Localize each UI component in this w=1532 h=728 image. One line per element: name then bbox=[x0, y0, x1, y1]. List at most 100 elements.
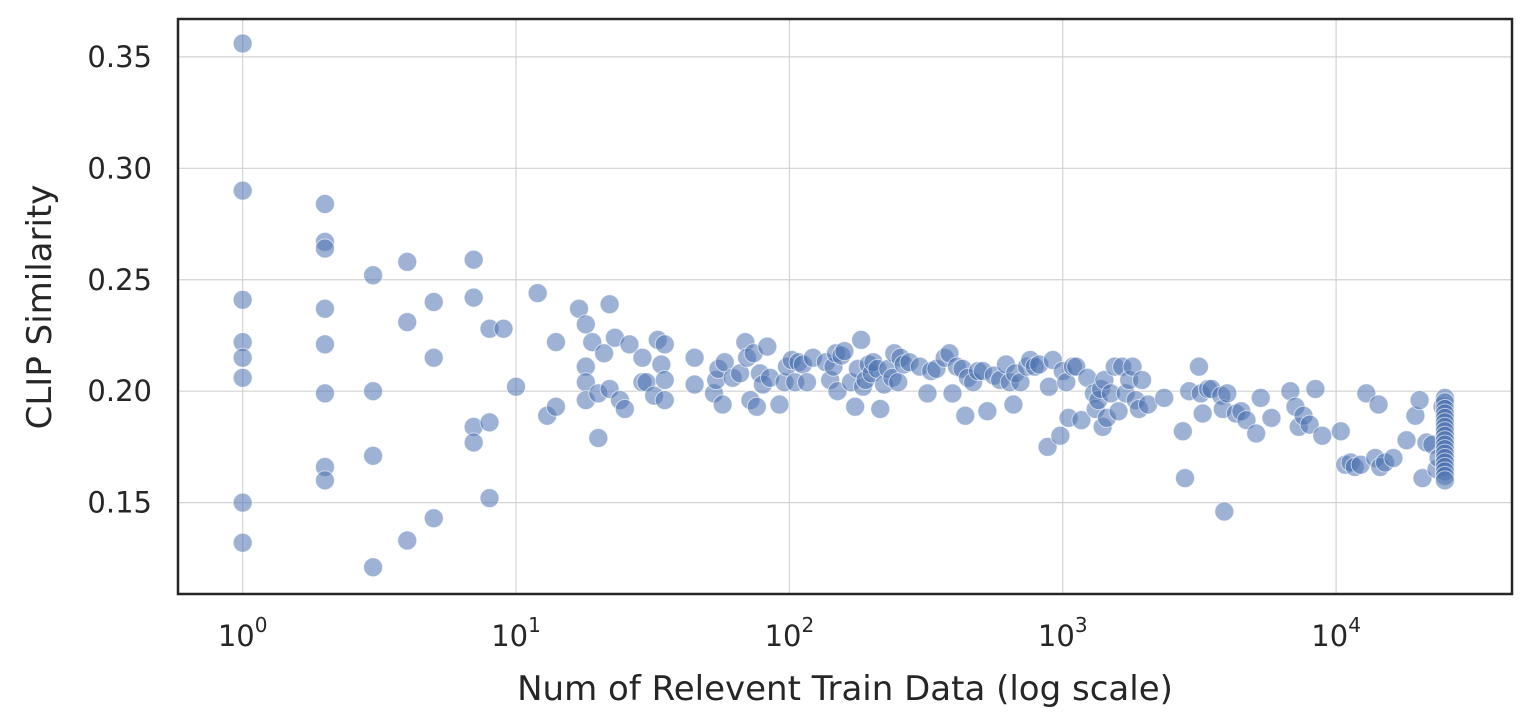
y-tick-label: 0.35 bbox=[87, 40, 152, 74]
y-axis-label: CLIP Similarity bbox=[20, 185, 60, 430]
data-point bbox=[632, 347, 653, 368]
data-point bbox=[619, 334, 640, 355]
data-point bbox=[1037, 436, 1058, 457]
data-point bbox=[588, 427, 609, 448]
data-point bbox=[423, 508, 444, 529]
data-point bbox=[314, 193, 335, 214]
data-point bbox=[1214, 501, 1235, 522]
data-point bbox=[363, 381, 384, 402]
data-point bbox=[834, 341, 855, 362]
plot-frame bbox=[176, 17, 1514, 596]
data-point bbox=[1396, 430, 1417, 451]
data-point bbox=[1154, 387, 1175, 408]
data-point bbox=[493, 318, 514, 339]
data-point bbox=[314, 298, 335, 319]
data-point bbox=[1172, 421, 1193, 442]
x-axis-label: Num of Relevent Train Data (log scale) bbox=[517, 669, 1173, 709]
data-point bbox=[712, 394, 733, 415]
data-point bbox=[314, 383, 335, 404]
data-point bbox=[684, 374, 705, 395]
data-point bbox=[397, 530, 418, 551]
data-point bbox=[1192, 403, 1213, 424]
data-point bbox=[314, 238, 335, 259]
data-point bbox=[769, 394, 790, 415]
data-point bbox=[654, 390, 675, 411]
data-point bbox=[1250, 387, 1271, 408]
data-point bbox=[232, 180, 253, 201]
data-point bbox=[363, 557, 384, 578]
y-tick-label: 0.25 bbox=[87, 263, 152, 297]
data-point bbox=[1003, 394, 1024, 415]
data-point bbox=[314, 470, 335, 491]
x-axis-ticks: 100 101 102 103 104 bbox=[218, 613, 1361, 653]
data-point bbox=[1412, 468, 1433, 489]
data-point bbox=[1188, 356, 1209, 377]
data-point bbox=[614, 399, 635, 420]
data-point bbox=[314, 334, 335, 355]
data-point bbox=[397, 251, 418, 272]
data-point bbox=[851, 329, 872, 350]
x-tick-label: 104 bbox=[1311, 613, 1361, 653]
x-tick-label: 103 bbox=[1038, 613, 1088, 653]
data-point bbox=[942, 383, 963, 404]
data-point bbox=[1174, 468, 1195, 489]
x-tick-label: 101 bbox=[491, 613, 541, 653]
data-point bbox=[232, 367, 253, 388]
data-point bbox=[423, 292, 444, 313]
x-tick-label: 100 bbox=[218, 613, 268, 653]
data-point bbox=[545, 332, 566, 353]
data-point bbox=[599, 294, 620, 315]
y-tick-label: 0.30 bbox=[87, 151, 152, 185]
data-point bbox=[654, 334, 675, 355]
data-point bbox=[1312, 425, 1333, 446]
grid bbox=[178, 19, 1512, 594]
data-point bbox=[684, 347, 705, 368]
data-point bbox=[757, 336, 778, 357]
data-point bbox=[463, 249, 484, 270]
data-point bbox=[845, 396, 866, 417]
data-point bbox=[1434, 470, 1455, 491]
data-point bbox=[1261, 407, 1282, 428]
data-point bbox=[463, 432, 484, 453]
data-point bbox=[545, 396, 566, 417]
data-point bbox=[506, 376, 527, 397]
data-point bbox=[1132, 370, 1153, 391]
data-point bbox=[575, 314, 596, 335]
data-point bbox=[479, 412, 500, 433]
data-point bbox=[232, 347, 253, 368]
data-point bbox=[463, 287, 484, 308]
y-axis-ticks: 0.15 0.20 0.25 0.30 0.35 bbox=[87, 40, 152, 520]
data-point bbox=[363, 265, 384, 286]
data-point bbox=[888, 372, 909, 393]
data-point bbox=[527, 283, 548, 304]
data-point bbox=[654, 370, 675, 391]
data-point bbox=[1368, 394, 1389, 415]
data-point bbox=[746, 396, 767, 417]
x-tick-label: 102 bbox=[765, 613, 815, 653]
data-point bbox=[397, 312, 418, 333]
y-tick-label: 0.15 bbox=[87, 486, 152, 520]
data-point bbox=[1246, 423, 1267, 444]
data-point bbox=[955, 405, 976, 426]
data-point bbox=[1071, 410, 1092, 431]
data-point bbox=[1383, 448, 1404, 469]
data-points bbox=[232, 33, 1455, 578]
data-point bbox=[1299, 414, 1320, 435]
data-point bbox=[232, 532, 253, 553]
data-point bbox=[1409, 390, 1430, 411]
data-point bbox=[1217, 383, 1238, 404]
data-point bbox=[479, 488, 500, 509]
data-point bbox=[1038, 376, 1059, 397]
data-point bbox=[1050, 425, 1071, 446]
data-point bbox=[232, 289, 253, 310]
y-tick-label: 0.20 bbox=[87, 374, 152, 408]
data-point bbox=[232, 492, 253, 513]
data-point bbox=[1108, 401, 1129, 422]
data-point bbox=[797, 372, 818, 393]
data-point bbox=[363, 445, 384, 466]
data-point bbox=[1305, 378, 1326, 399]
data-point bbox=[1330, 421, 1351, 442]
data-point bbox=[594, 343, 615, 364]
data-point bbox=[870, 399, 891, 420]
